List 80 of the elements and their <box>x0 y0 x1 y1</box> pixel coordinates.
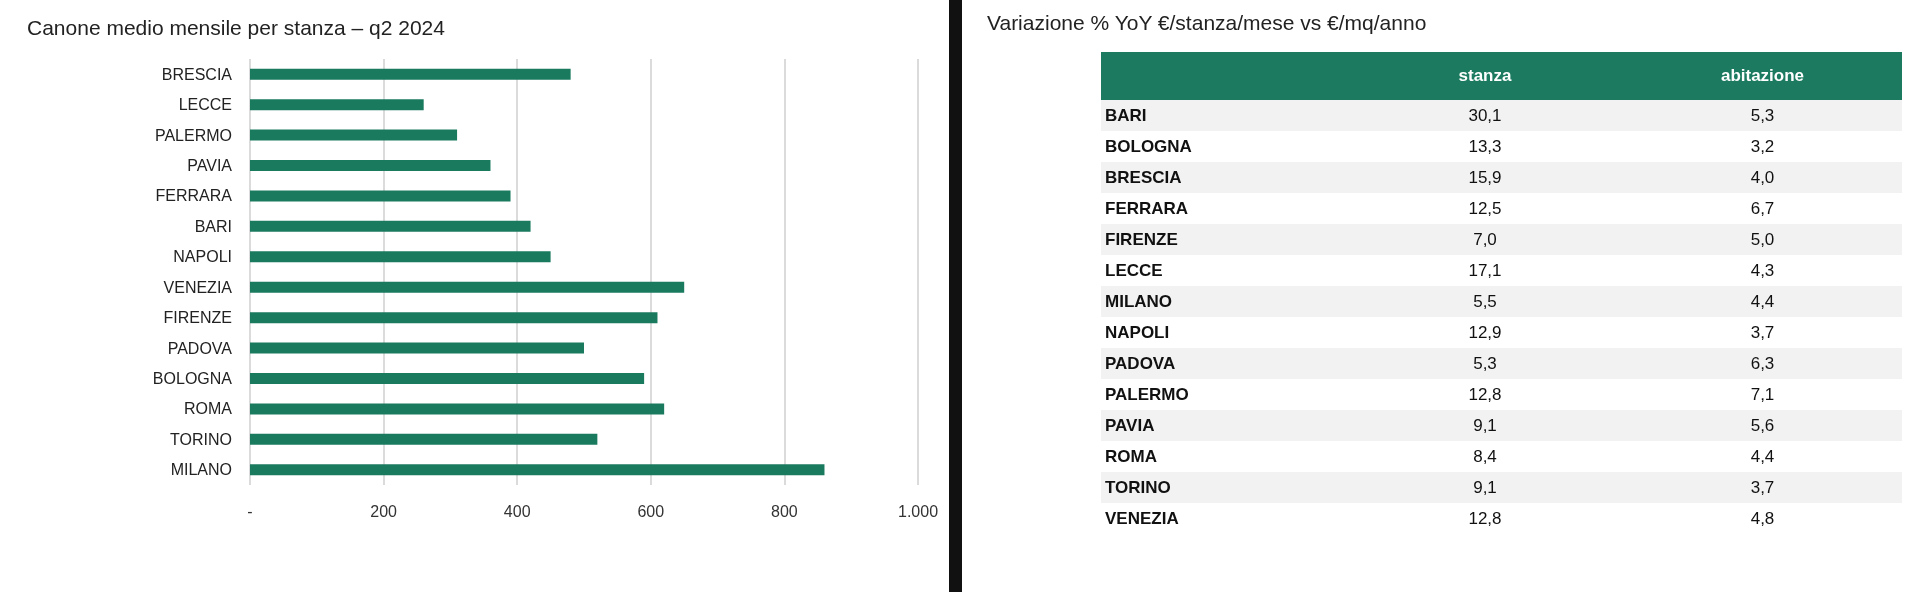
bar <box>250 281 685 293</box>
x-tick-label: 1.000 <box>897 502 939 520</box>
data-label: 5,3 <box>1750 105 1775 125</box>
data-label: 6,7 <box>1750 198 1775 218</box>
y-tick-label: BRESCIA <box>161 65 233 83</box>
chart-title: Canone medio mensile per stanza – q2 2024 <box>27 16 446 39</box>
y-tick-label: BOLOGNA <box>152 370 233 387</box>
y-tick-label: PAVIA <box>187 157 233 174</box>
bar <box>250 190 511 202</box>
bar <box>250 312 658 324</box>
data-label: 12,5 <box>1468 198 1502 218</box>
data-label: 5,3 <box>1473 353 1497 373</box>
y-tick-label: ROMA <box>184 400 233 418</box>
data-label: 4,3 <box>1750 260 1775 280</box>
data-label: 5,0 <box>1750 229 1775 249</box>
bar <box>250 129 458 141</box>
category-label: BRESCIA <box>1101 162 1347 193</box>
y-tick-label: FERRARA <box>155 187 233 205</box>
bar <box>250 160 491 171</box>
y-tick-label: VENEZIA <box>163 278 233 296</box>
bar <box>250 220 531 232</box>
y-tick-label: PADOVA <box>167 339 233 357</box>
data-label: 13,3 <box>1468 136 1502 156</box>
series-label: abitazione <box>1623 52 1902 100</box>
bar <box>250 99 424 111</box>
data-label: 7,1 <box>1750 384 1775 404</box>
x-tick-label: 800 <box>771 502 798 520</box>
category-label: FIRENZE <box>1101 224 1347 255</box>
data-label: 5,5 <box>1473 291 1497 311</box>
y-tick-label: FIRENZE <box>163 309 232 327</box>
bar <box>250 464 825 476</box>
data-label: 3,2 <box>1750 136 1775 156</box>
data-label: 9,1 <box>1473 415 1497 435</box>
data-label: 3,7 <box>1750 477 1775 497</box>
data-label: 12,8 <box>1468 508 1502 528</box>
category-label: PADOVA <box>1101 348 1347 379</box>
data-label: 5,6 <box>1750 415 1775 435</box>
data-label: 12,8 <box>1468 384 1502 404</box>
data-label: 30,1 <box>1468 105 1502 125</box>
y-tick-label: LECCE <box>178 96 232 114</box>
data-label: 4,0 <box>1750 167 1775 187</box>
y-tick-label: PALERMO <box>154 126 232 144</box>
data-label: 4,8 <box>1750 508 1775 528</box>
bar <box>250 68 571 80</box>
data-label: 9,1 <box>1473 477 1497 497</box>
y-tick-label: TORINO <box>170 430 232 448</box>
category-label: FERRARA <box>1104 197 1190 220</box>
x-tick-label: - <box>247 502 253 520</box>
category-label: BARI <box>1101 100 1347 131</box>
y-tick-label: MILANO <box>170 461 232 479</box>
bar <box>250 251 551 263</box>
category-label: ROMA <box>1104 445 1158 468</box>
data-label: 15,9 <box>1468 167 1502 187</box>
category-label: LECCE <box>1104 259 1164 282</box>
category-label: NAPOLI <box>1104 321 1171 344</box>
category-label: VENEZIA <box>1104 507 1180 530</box>
data-label: 4,4 <box>1750 291 1775 311</box>
bar <box>250 433 598 445</box>
x-tick-label: 200 <box>370 502 398 520</box>
x-tick-label: 600 <box>637 502 665 520</box>
data-label: 6,3 <box>1750 353 1775 373</box>
category-label: MILANO <box>1101 286 1347 317</box>
y-tick-label: BARI <box>194 217 232 235</box>
bar <box>250 403 665 415</box>
category-label: TORINO <box>1101 472 1347 503</box>
data-label: 8,4 <box>1473 446 1497 466</box>
category-label: BOLOGNA <box>1104 135 1193 158</box>
text: Variazione % YoY €/stanza/mese vs €/mq/anno <box>987 11 1427 35</box>
category-label: PALERMO <box>1104 383 1190 406</box>
data-label: 3,7 <box>1750 322 1775 342</box>
data-label: 7,0 <box>1473 229 1497 249</box>
series-label: stanza <box>1347 52 1623 100</box>
bar <box>250 373 645 384</box>
bar <box>250 342 584 354</box>
data-label: 4,4 <box>1750 446 1775 466</box>
category-label: PAVIA <box>1101 410 1347 441</box>
data-label: 12,9 <box>1468 322 1502 342</box>
x-tick-label: 400 <box>503 502 531 520</box>
data-label: 17,1 <box>1468 260 1502 280</box>
y-tick-label: NAPOLI <box>173 248 232 266</box>
